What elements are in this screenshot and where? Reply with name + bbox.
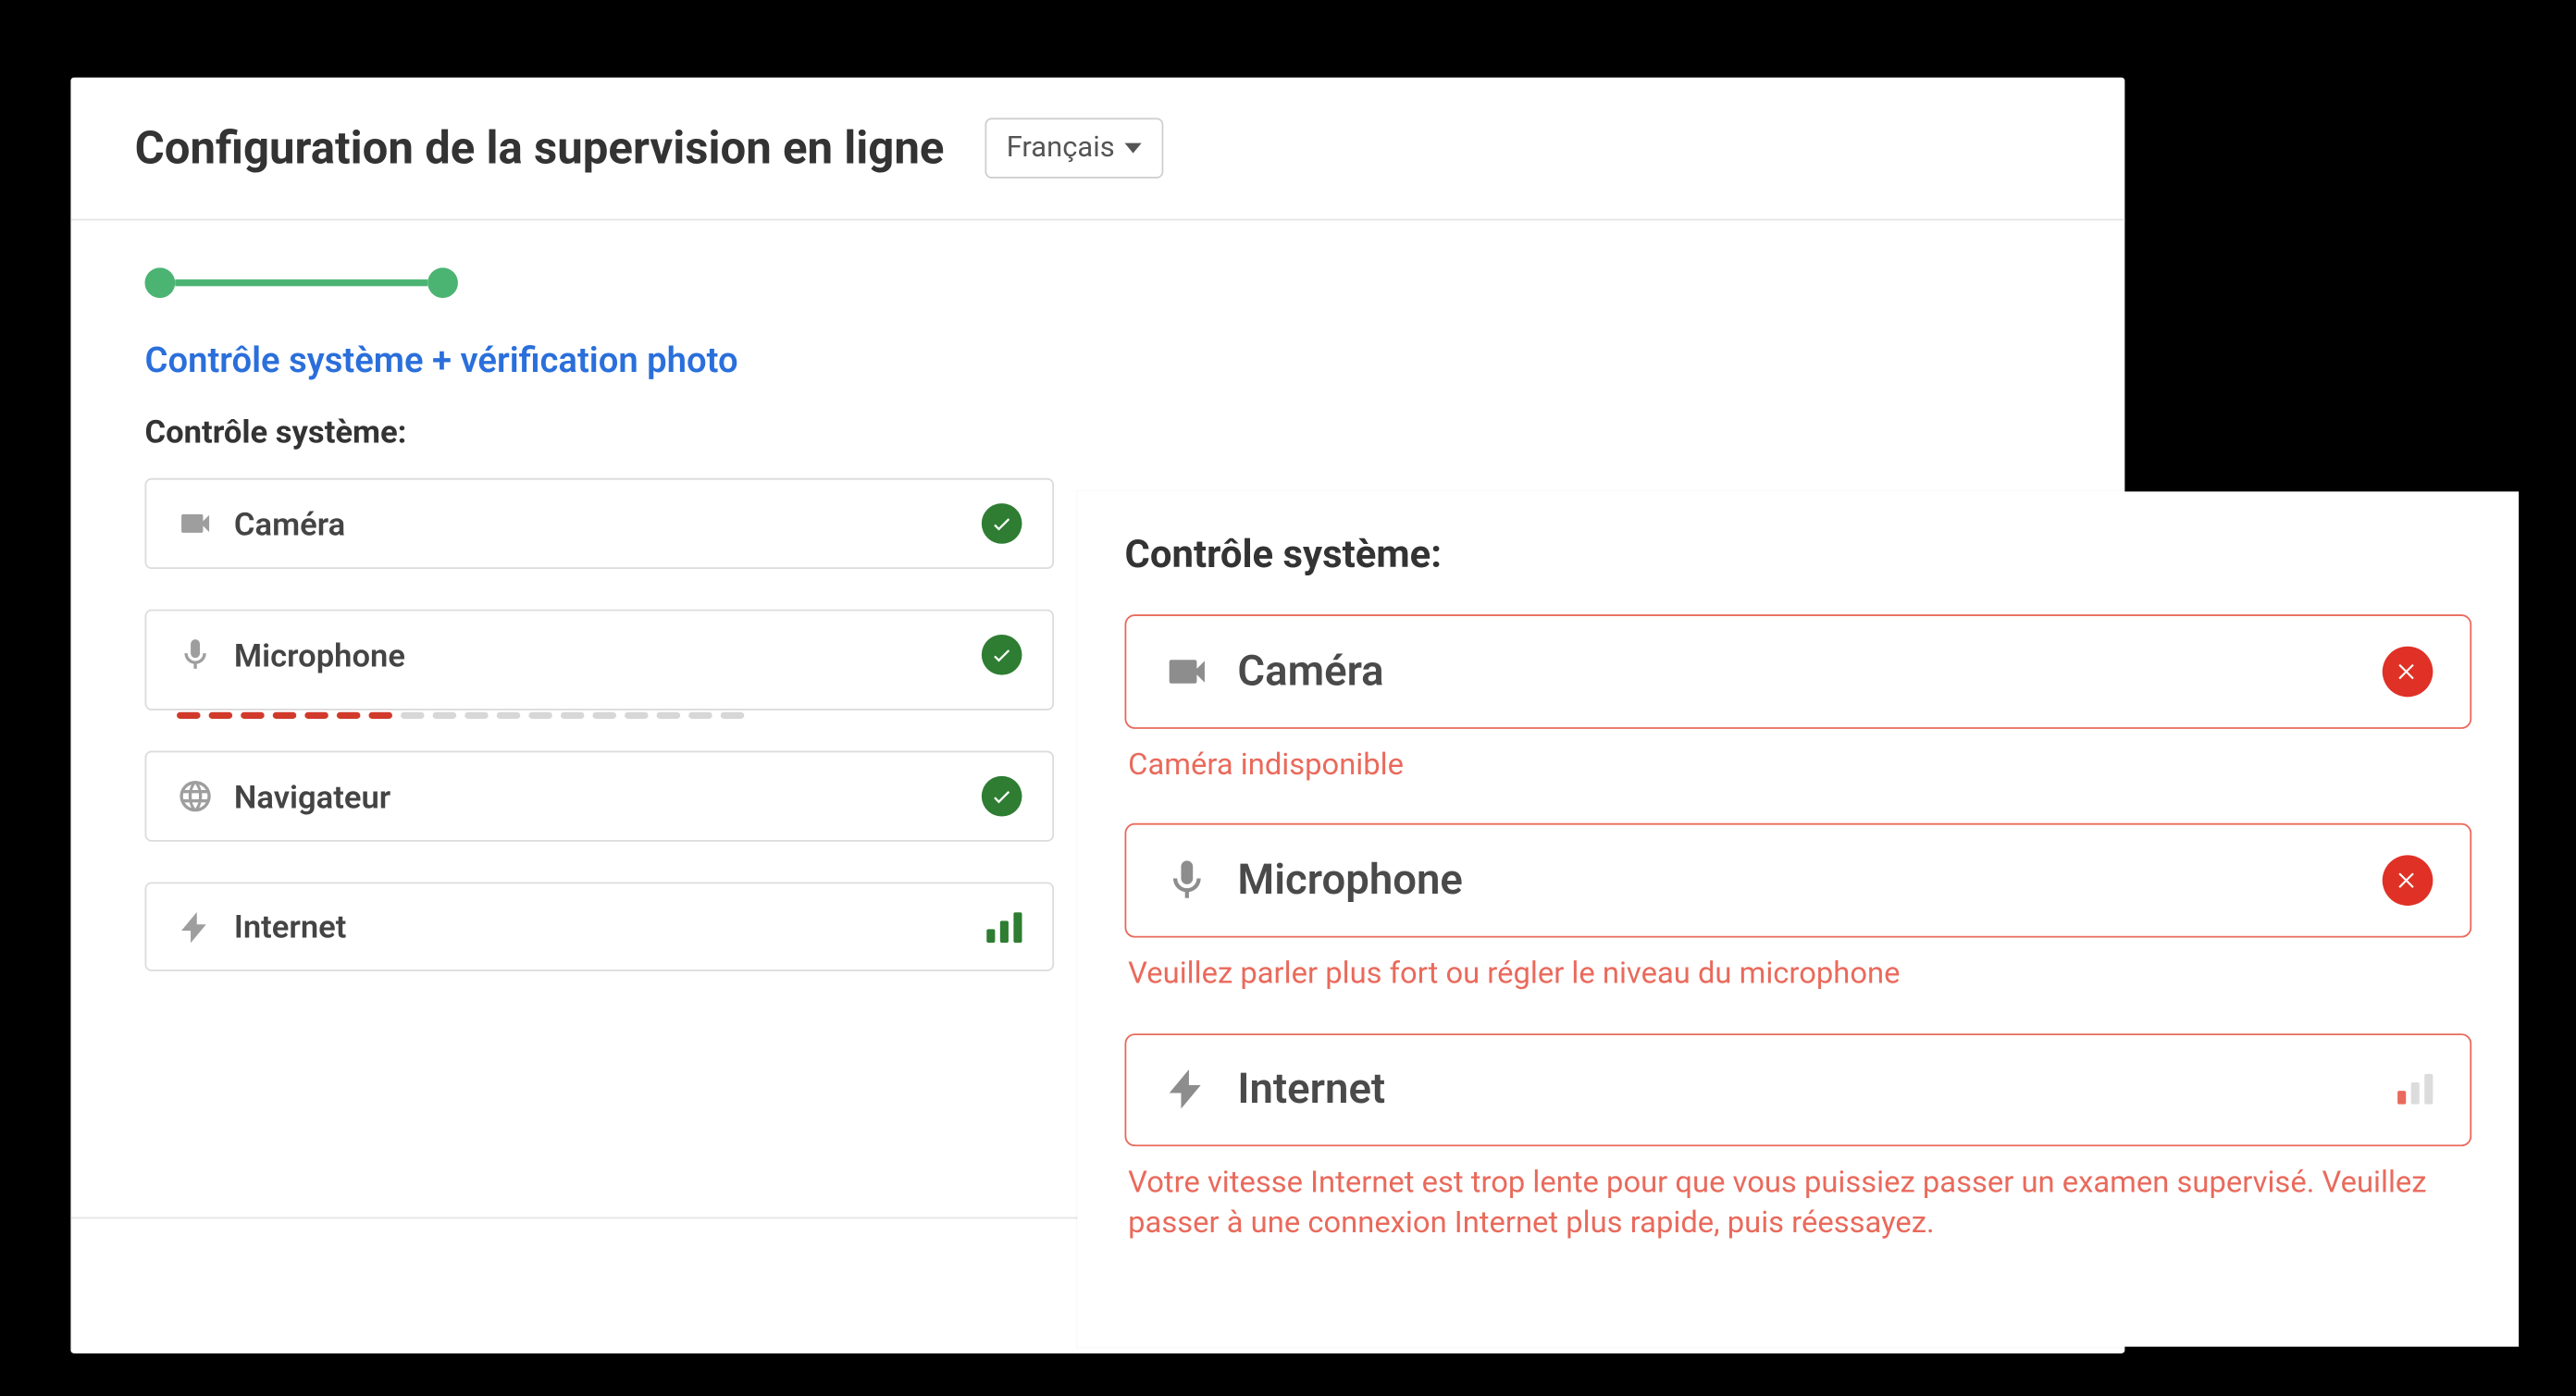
check-error-icon (2383, 647, 2434, 698)
check-item-label: Microphone (1237, 857, 1462, 906)
check-item-microphone-error: Microphone (1124, 823, 2471, 938)
check-item-internet-error: Internet (1124, 1033, 2471, 1146)
microphone-level-meter (177, 712, 744, 719)
error-message: Caméra indisponible (1128, 746, 2468, 786)
check-item-label: Internet (234, 908, 346, 946)
globe-icon (177, 778, 214, 815)
progress-bar (175, 279, 427, 286)
section-label: Contrôle système: (144, 413, 2050, 451)
check-ok-icon (982, 776, 1022, 817)
check-item-camera: Caméra (144, 478, 1054, 569)
check-item-label: Caméra (1237, 648, 1383, 697)
step-title: Contrôle système + vérification photo (144, 341, 2050, 382)
check-item-label: Caméra (234, 504, 345, 543)
microphone-icon (177, 636, 214, 673)
camera-icon (177, 505, 214, 542)
check-ok-icon (982, 635, 1022, 675)
chevron-down-icon (1125, 143, 1142, 154)
language-select-label: Français (1007, 131, 1115, 165)
panel-header: Configuration de la supervision en ligne… (70, 78, 2124, 221)
check-item-camera-error: Caméra (1124, 614, 2471, 729)
check-error-icon (2383, 856, 2434, 907)
microphone-icon (1163, 858, 1210, 905)
section-label: Contrôle système: (1124, 532, 2471, 577)
check-item-label: Navigateur (234, 777, 390, 816)
signal-low-icon (2397, 1074, 2433, 1105)
error-message: Veuillez parler plus fort ou régler le n… (1128, 955, 2468, 995)
check-item-browser: Navigateur (144, 751, 1054, 842)
progress-dot (144, 267, 175, 298)
progress-dot (427, 267, 458, 298)
check-item-label: Internet (1237, 1065, 1385, 1114)
check-ok-icon (982, 503, 1022, 544)
language-select[interactable]: Français (985, 117, 1163, 179)
camera-icon (1163, 649, 1210, 696)
bolt-icon (177, 908, 214, 945)
page-title: Configuration de la supervision en ligne (135, 121, 945, 175)
config-panel-errors: Contrôle système: Caméra Caméra indispon… (1078, 491, 2520, 1346)
check-item-internet: Internet (144, 882, 1054, 970)
bolt-icon (1163, 1066, 1210, 1113)
check-item-microphone: Microphone (144, 610, 1054, 710)
progress-indicator (144, 267, 2050, 298)
error-message: Votre vitesse Internet est trop lente po… (1128, 1163, 2468, 1244)
check-item-label: Microphone (234, 636, 405, 674)
signal-good-icon (986, 911, 1022, 942)
